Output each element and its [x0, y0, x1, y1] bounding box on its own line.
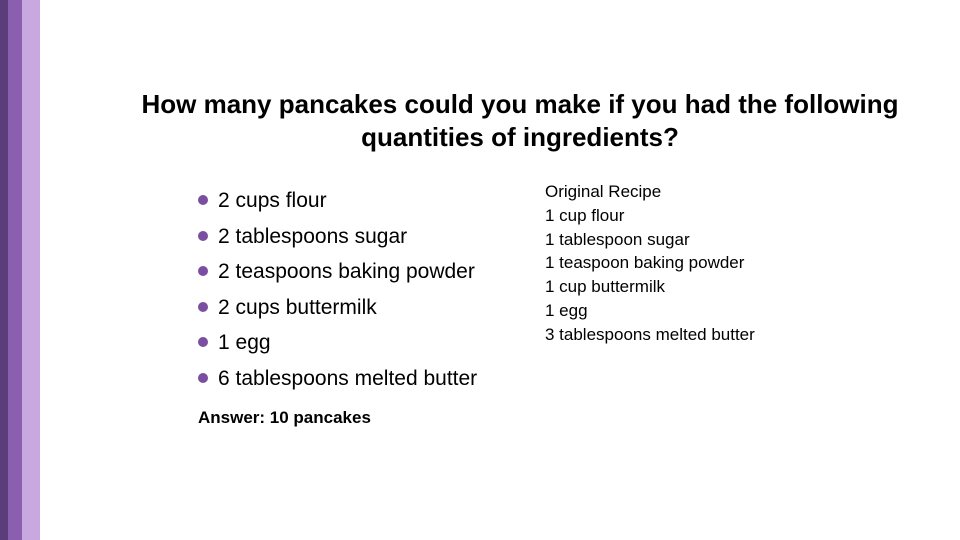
bullet-label: 2 teaspoons baking powder: [218, 256, 475, 288]
accent-stripe-0: [0, 0, 8, 540]
list-item: 2 cups buttermilk: [198, 292, 538, 324]
bullet-icon: [198, 373, 208, 383]
bullet-label: 1 egg: [218, 327, 271, 359]
bullet-icon: [198, 195, 208, 205]
bullet-label: 2 cups buttermilk: [218, 292, 377, 324]
list-item: 2 teaspoons baking powder: [198, 256, 538, 288]
bullet-icon: [198, 302, 208, 312]
recipe-line: 1 egg: [545, 299, 845, 323]
slide-title: How many pancakes could you make if you …: [140, 88, 900, 153]
accent-stripe-1: [8, 0, 22, 540]
list-item: 6 tablespoons melted butter: [198, 363, 538, 395]
bullet-icon: [198, 231, 208, 241]
ingredient-bullets: 2 cups flour 2 tablespoons sugar2 teaspoo…: [198, 185, 538, 398]
recipe-heading: Original Recipe: [545, 180, 845, 204]
recipe-line: 1 teaspoon baking powder: [545, 251, 845, 275]
list-item: 1 egg: [198, 327, 538, 359]
bullet-label: 6 tablespoons melted butter: [218, 363, 477, 395]
original-recipe: Original Recipe 1 cup flour1 tablespoon …: [545, 180, 845, 347]
answer-text: Answer: 10 pancakes: [198, 408, 371, 428]
bullet-label: 2 tablespoons sugar: [218, 221, 407, 253]
recipe-line: 1 tablespoon sugar: [545, 228, 845, 252]
list-item: 2 tablespoons sugar: [198, 221, 538, 253]
recipe-line: 1 cup flour: [545, 204, 845, 228]
bullet-label: 2 cups flour: [218, 185, 327, 217]
bullet-icon: [198, 266, 208, 276]
slide: How many pancakes could you make if you …: [0, 0, 960, 540]
recipe-line: 3 tablespoons melted butter: [545, 323, 845, 347]
accent-stripe-2: [22, 0, 40, 540]
list-item: 2 cups flour: [198, 185, 538, 217]
bullet-icon: [198, 337, 208, 347]
recipe-line: 1 cup buttermilk: [545, 275, 845, 299]
